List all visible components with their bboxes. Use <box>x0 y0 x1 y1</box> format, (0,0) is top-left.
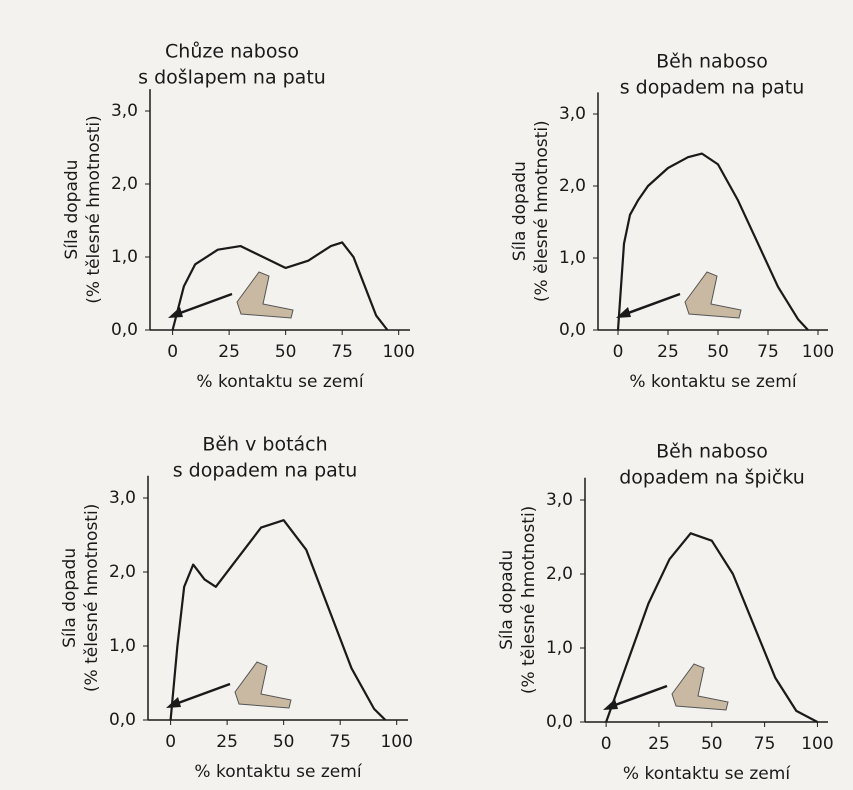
y-axis-label: (% tělesné hmotnosti) <box>84 115 104 303</box>
x-axis-label: % kontaktu se zemí <box>623 764 791 784</box>
x-tick-label: 100 <box>380 732 412 752</box>
y-tick-label: 0,0 <box>111 320 138 340</box>
y-axis-label: (% tělesné hmotnosti) <box>519 506 539 694</box>
x-tick-label: 75 <box>331 342 353 362</box>
y-tick-label: 0,0 <box>546 712 573 732</box>
chart-title: s dopadem na patu <box>173 460 358 482</box>
y-tick-label: 2,0 <box>109 562 136 582</box>
y-tick-label: 0,0 <box>559 320 586 340</box>
x-tick-label: 100 <box>382 342 414 362</box>
chart-title: Chůze naboso <box>165 41 299 63</box>
x-axis-label: % kontaktu se zemí <box>629 372 797 392</box>
force-curve <box>616 152 809 331</box>
chart-title: Běh naboso <box>656 441 768 463</box>
y-tick-label: 1,0 <box>109 636 136 656</box>
y-axis-label: Síla dopadu <box>497 550 517 650</box>
chart-title: s došlapem na patu <box>138 67 326 89</box>
x-tick-label: 75 <box>754 734 776 754</box>
foot-sketch <box>234 661 292 709</box>
foot-sketch <box>236 271 294 319</box>
y-tick-label: 2,0 <box>546 564 573 584</box>
x-tick-label: 75 <box>329 732 351 752</box>
y-axis-label: Síla dopadu <box>62 160 82 260</box>
force-curve <box>169 519 387 721</box>
x-axis-label: % kontaktu se zemí <box>194 762 362 782</box>
x-tick-label: 50 <box>275 342 297 362</box>
y-axis-label: (% ělesné hmotnosti) <box>532 120 552 302</box>
y-axis-label: Síla dopadu <box>60 548 80 648</box>
x-tick-label: 0 <box>165 732 176 752</box>
chart-title: Běh v botách <box>202 434 327 456</box>
arrow <box>619 292 681 318</box>
y-tick-label: 1,0 <box>559 248 586 268</box>
arrow <box>606 684 668 710</box>
arrow <box>171 292 233 318</box>
y-tick-label: 0,0 <box>109 710 136 730</box>
arrow-head <box>616 307 631 318</box>
x-tick-label: 100 <box>802 342 834 362</box>
foot-sketch <box>684 271 742 319</box>
y-tick-label: 3,0 <box>546 490 573 510</box>
chart-title: dopadem na špičku <box>619 467 805 489</box>
y-tick-label: 3,0 <box>111 101 138 121</box>
x-tick-label: 100 <box>801 734 833 754</box>
chart-title: s dopadem na patu <box>620 77 805 99</box>
foot-sketch <box>671 663 729 711</box>
x-tick-label: 50 <box>273 732 295 752</box>
force-curve <box>171 241 389 331</box>
y-tick-label: 1,0 <box>546 638 573 658</box>
x-tick-label: 0 <box>601 734 612 754</box>
x-tick-label: 0 <box>613 342 624 362</box>
x-tick-label: 25 <box>648 734 670 754</box>
x-tick-label: 75 <box>757 342 779 362</box>
arrow-head <box>603 699 618 710</box>
arrow-head <box>168 307 183 318</box>
force-curve <box>605 532 818 723</box>
x-tick-label: 0 <box>167 342 178 362</box>
y-tick-label: 3,0 <box>109 488 136 508</box>
chart-title: Běh naboso <box>656 51 768 73</box>
x-tick-label: 25 <box>216 732 238 752</box>
x-tick-label: 25 <box>218 342 240 362</box>
x-tick-label: 25 <box>657 342 679 362</box>
y-tick-label: 2,0 <box>559 176 586 196</box>
x-tick-label: 50 <box>701 734 723 754</box>
arrow-head <box>166 697 181 708</box>
y-axis-label: (% tělesné hmotnosti) <box>82 504 102 692</box>
x-axis-label: % kontaktu se zemí <box>196 372 364 392</box>
y-tick-label: 2,0 <box>111 174 138 194</box>
y-axis-label: Síla dopadu <box>510 161 530 261</box>
y-tick-label: 3,0 <box>559 104 586 124</box>
arrow <box>169 682 231 708</box>
y-tick-label: 1,0 <box>111 247 138 267</box>
x-tick-label: 50 <box>707 342 729 362</box>
